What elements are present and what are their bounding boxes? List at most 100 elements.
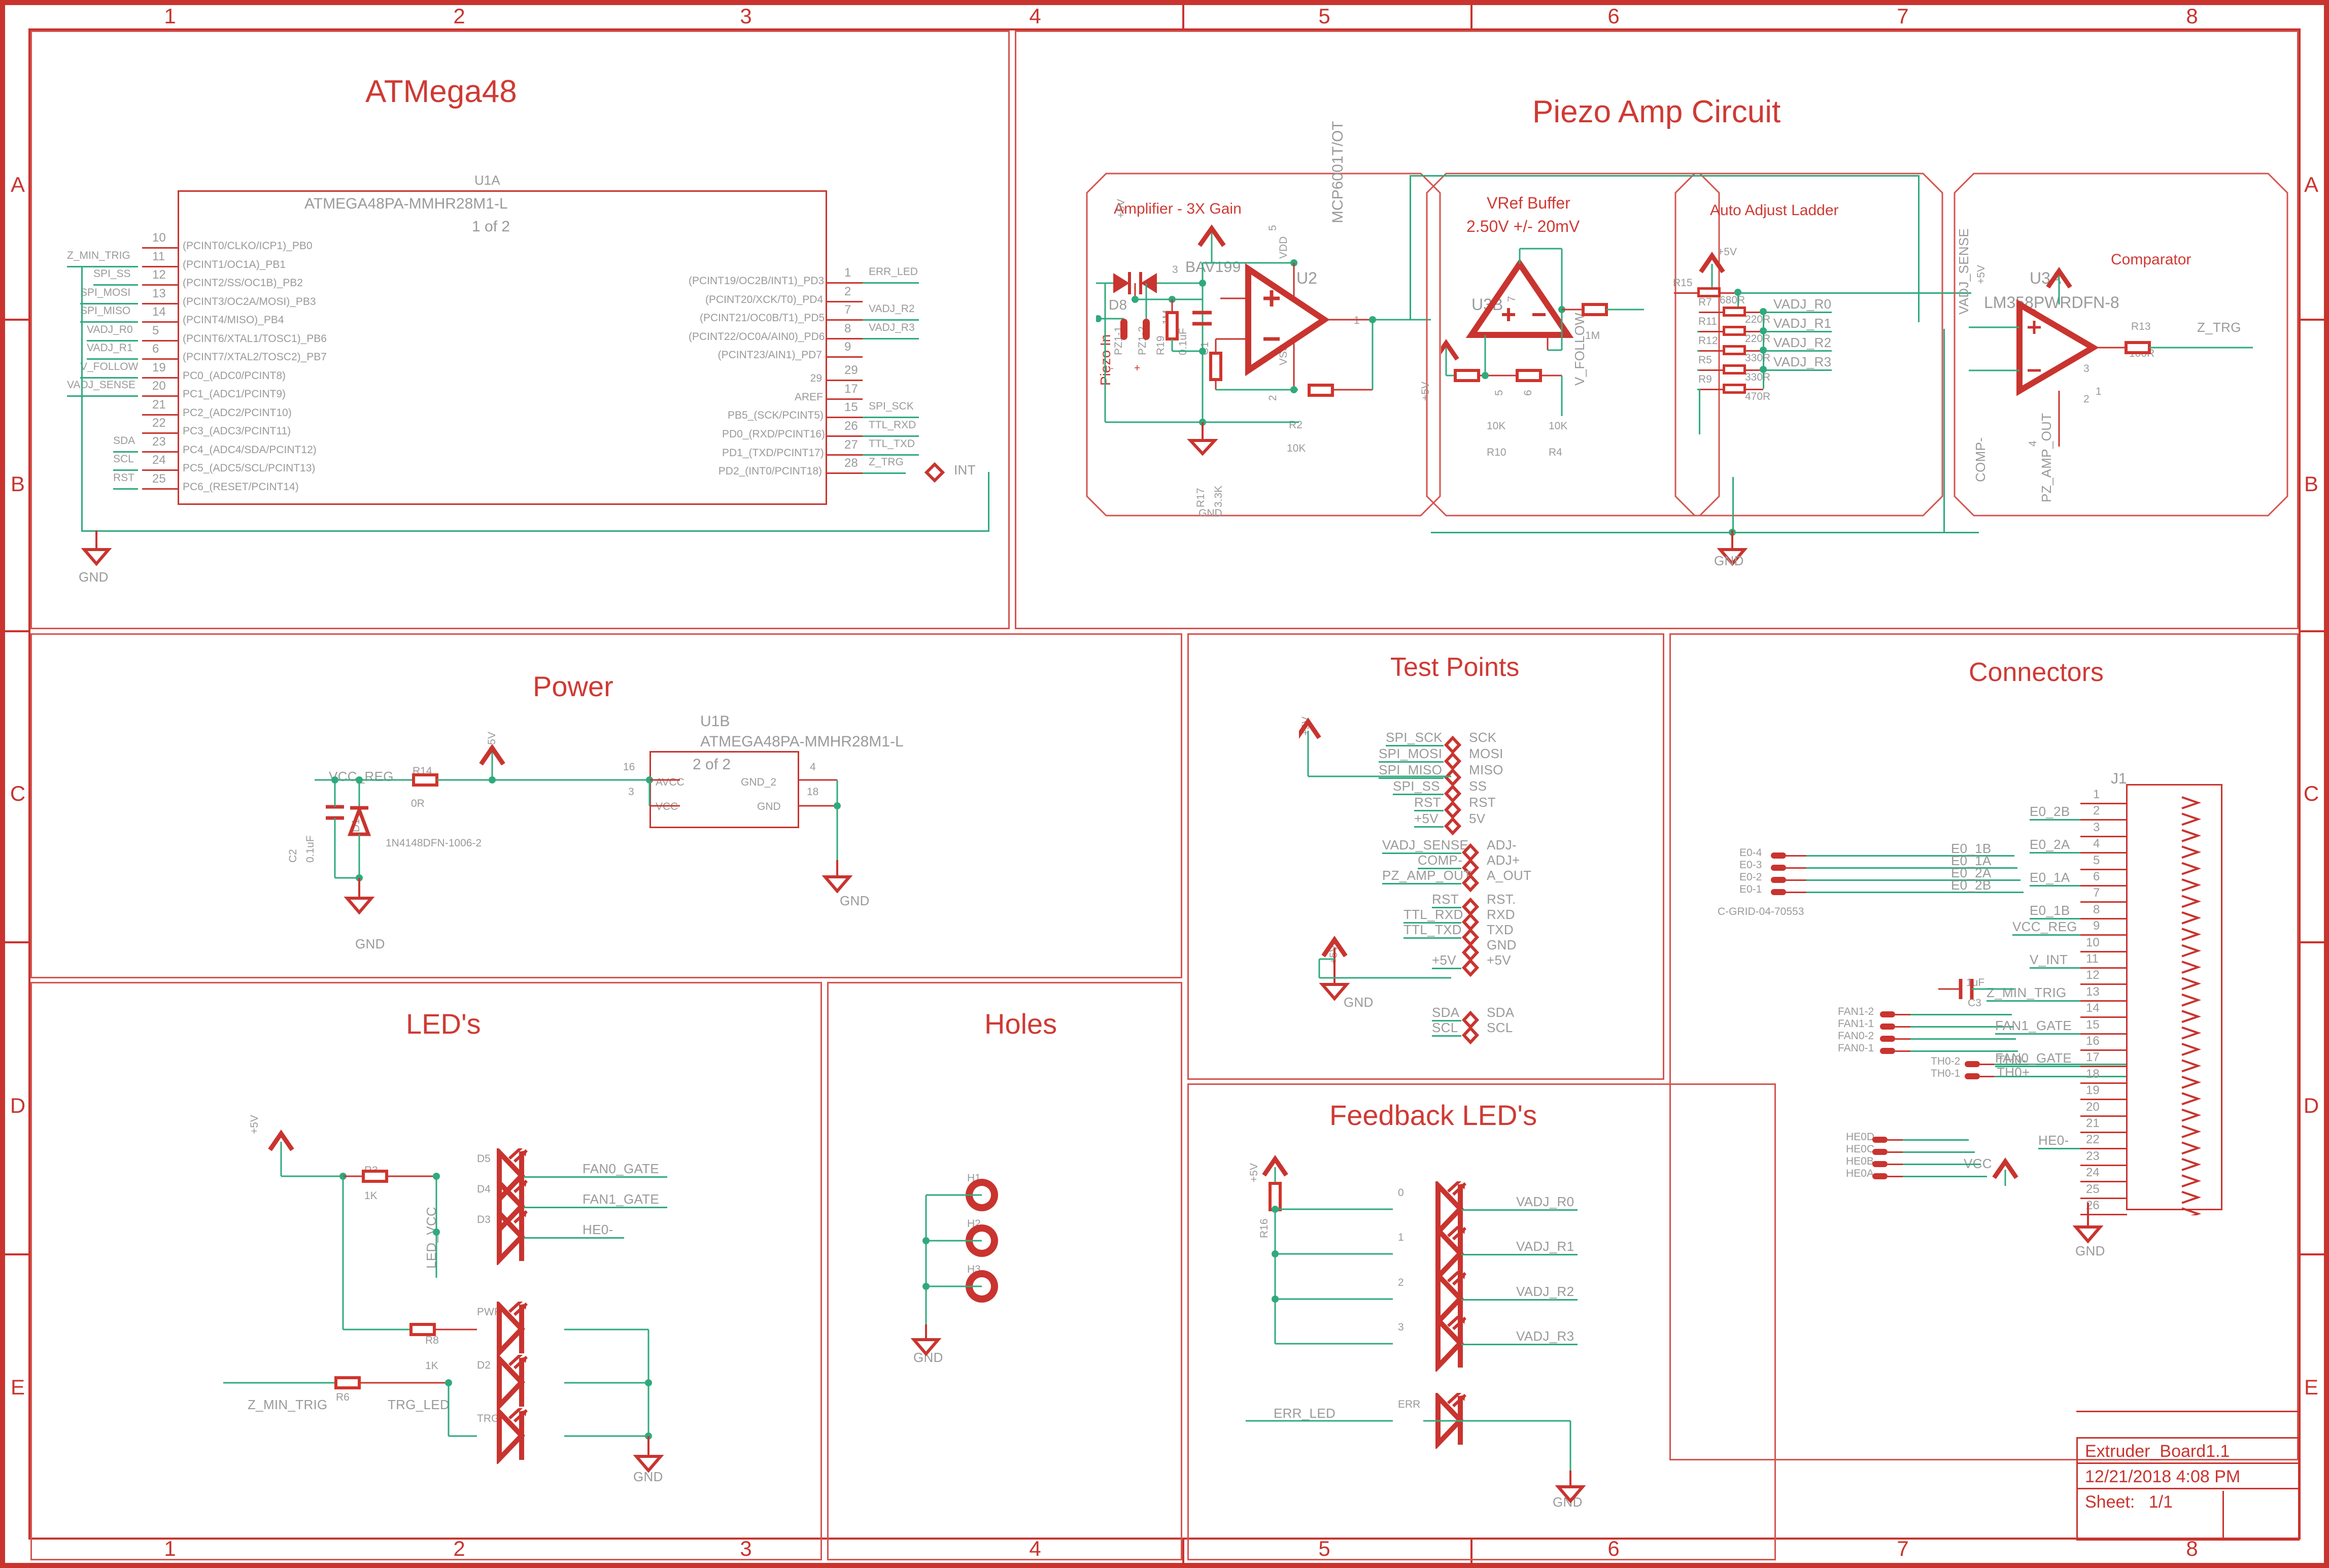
u1b-refdes: U1B [700,713,730,730]
net-wire [863,337,919,339]
u1b-pin-3: 3 [628,786,634,798]
net-wire [1403,922,1461,924]
j1-pin-number: 20 [2086,1100,2100,1114]
led-symbol [1435,1316,1467,1372]
net-wire [863,417,919,418]
feedback-graphics [1246,1155,1586,1504]
wire [1699,369,1723,371]
test-point-icon[interactable] [1461,874,1482,894]
ladder-resistor [1723,345,1746,355]
u1a-pin-number: 9 [844,340,851,354]
int-flag-label: INT [954,462,976,478]
frame-col-2-bottom: 2 [453,1537,465,1560]
net-wire [80,321,138,323]
u1a-net-label: Z_MIN_TRIG [67,249,130,261]
ladder-refdes: R5 [1698,354,1712,366]
j1-net-label: E0_2A [2030,837,2070,853]
vref-title: VRef Buffer [1487,194,1570,212]
net-wire [1986,1000,2080,1002]
tp-net-label: TTL_TXD [1403,922,1462,937]
test-point-icon[interactable] [1444,817,1464,837]
ladder-value: 330R [1745,371,1771,383]
pin-wire [827,300,863,302]
th-pad-label: TH0-1 [1931,1068,1961,1079]
amp-gnd-label: GND [1198,507,1222,519]
wire [1674,292,1697,294]
pz-minus-sign: - [1110,362,1114,374]
wire [1786,855,1806,857]
tp-net-label: +5V [1414,811,1438,826]
wire [2080,1033,2127,1035]
led-net-label: FAN1_GATE [583,1191,660,1207]
j1-net-label: HE0- [2038,1133,2069,1148]
title-block-rule2 [2076,1437,2300,1439]
wire [81,530,989,532]
feedback-led-index: 3 [1398,1321,1404,1333]
pin-wire [142,302,178,304]
wire [2080,1099,2127,1101]
d8-refdes: D8 [1109,297,1127,313]
title-block-sheet-value: 1/1 [2148,1492,2173,1512]
test-point-icon[interactable] [1461,1026,1482,1046]
wire [1746,389,1763,390]
u1a-pin-name: PC1_(ADC1/PCINT9) [183,388,286,400]
wire [2080,1049,2127,1051]
j1-refdes: J1 [2111,770,2127,787]
zone-test-points [1187,633,1664,1080]
wire [1746,350,1763,352]
wire [1888,1164,1903,1165]
pin-wire [827,282,863,284]
u1a-unit-label: 1 of 2 [472,218,510,235]
r8-refdes: R8 [425,1335,439,1346]
pin-wire [142,488,178,490]
frame-col-1-top: 1 [164,4,176,28]
j1-net-label: FAN0_GATE [1995,1050,2072,1066]
wire [1738,292,1971,294]
fan-pad-label: FAN0-1 [1838,1042,1874,1054]
power-title: Power [533,670,613,702]
u1a-pin-number: 29 [844,363,858,377]
u1a-net-label: VADJ_R0 [87,323,133,335]
power-gnd-label-left: GND [355,936,385,951]
fan-pad [1880,1024,1895,1030]
he-pad [1872,1149,1888,1155]
wire [2080,1115,2127,1117]
connectors-gnd-symbol [2072,1203,2104,1244]
net-wire [1763,350,1832,352]
pin-wire [827,319,863,321]
wire [1786,892,1806,893]
net-wire [1995,1066,2080,1068]
frame-tick [2301,630,2324,632]
ladder-value: 220R [1745,314,1771,325]
wire [1746,331,1763,332]
ladder-value: 330R [1745,352,1771,364]
u1a-pin-name: PC2_(ADC2/PCINT10) [183,406,292,419]
net-wire [1461,1299,1578,1301]
frame-row-b-right: B [2304,472,2318,496]
tp-net-label: SDA [1432,1005,1460,1020]
u1a-net-label: VADJ_R2 [869,303,915,315]
tp-pin-label: A_OUT [1487,868,1532,883]
u1a-net-label: RST [113,471,134,484]
th-pad [1965,1073,1980,1079]
u1a-pin-name: (PCINT7/XTAL2/TOSC2)_PB7 [183,351,327,363]
pin-wire [827,435,863,437]
u1a-net-label: SCL [113,453,134,465]
feedback-net-label: VADJ_R1 [1516,1239,1574,1254]
u1a-pin-number: 24 [152,453,166,467]
ladder-net-label: VADJ_R2 [1773,335,1832,350]
ladder-value: 680R [1720,294,1745,306]
e0-net-label: E0_1A [1951,853,1992,868]
net-wire [863,454,919,456]
frame-col-7-top: 7 [1897,4,1909,28]
j1-pin-number: 18 [2086,1067,2100,1081]
test-point-icon[interactable] [1461,959,1482,979]
net-wire [863,282,919,284]
j1-pin-number: 10 [2086,935,2100,949]
zone-atmega48 [30,30,1010,629]
u1a-net-label: ERR_LED [869,266,918,278]
net-wire [1432,1020,1461,1021]
tp-pin-label: TXD [1487,922,1514,937]
he-pad-label: HE0C [1846,1143,1875,1155]
r13-refdes: R13 [2131,321,2151,332]
